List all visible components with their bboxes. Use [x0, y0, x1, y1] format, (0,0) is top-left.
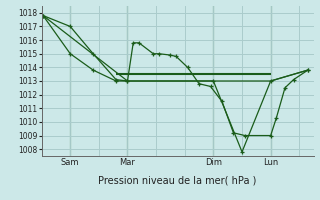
X-axis label: Pression niveau de la mer( hPa ): Pression niveau de la mer( hPa ) — [99, 175, 257, 185]
Text: Mar: Mar — [120, 158, 135, 167]
Text: Dim: Dim — [205, 158, 222, 167]
Text: Lun: Lun — [263, 158, 278, 167]
Text: Sam: Sam — [61, 158, 79, 167]
